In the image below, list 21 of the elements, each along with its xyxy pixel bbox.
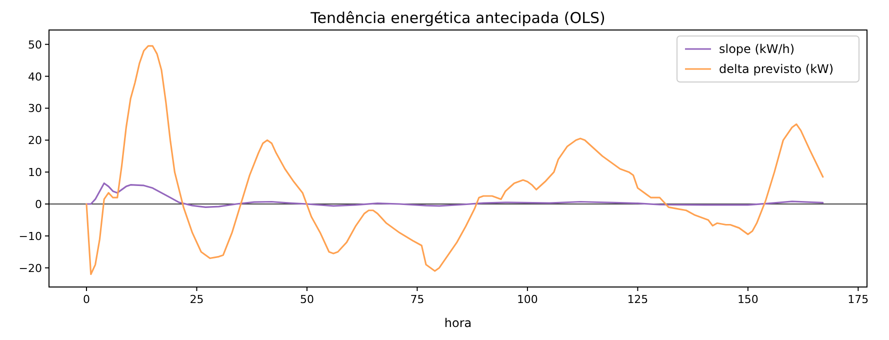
y-tick-label: 50 <box>28 38 42 52</box>
y-tick-label: −20 <box>18 262 42 275</box>
x-tick-label: 175 <box>848 293 869 306</box>
legend-label: slope (kW/h) <box>719 42 795 56</box>
y-tick-label: 20 <box>28 134 42 148</box>
x-tick-label: 25 <box>190 293 204 306</box>
x-axis-title: hora <box>444 316 472 330</box>
x-tick-label: 50 <box>300 293 314 306</box>
x-tick-label: 100 <box>516 293 538 306</box>
legend-label: delta previsto (kW) <box>719 62 834 76</box>
x-tick-label: 75 <box>410 293 424 306</box>
y-tick-label: −10 <box>18 230 42 243</box>
y-tick-label: 0 <box>35 198 42 211</box>
x-tick-label: 0 <box>82 293 90 306</box>
y-tick-label: 40 <box>28 70 42 84</box>
x-tick-label: 125 <box>627 293 648 306</box>
y-tick-label: 30 <box>28 102 42 116</box>
y-tick-label: 10 <box>28 166 42 180</box>
chart-title: Tendência energética antecipada (OLS) <box>310 9 606 27</box>
x-tick-label: 150 <box>737 293 758 306</box>
line-series <box>86 182 824 208</box>
